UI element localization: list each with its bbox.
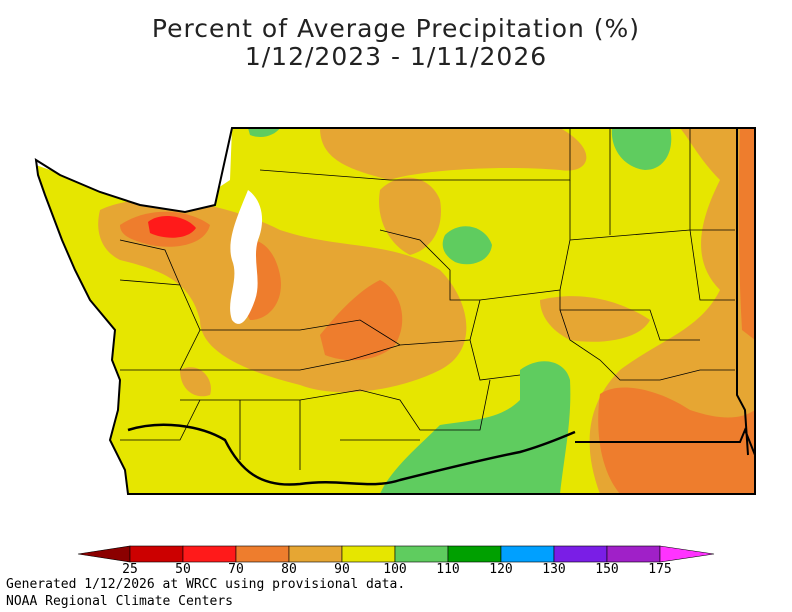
green-region-south-central xyxy=(380,361,571,494)
orange-region-southeast xyxy=(598,387,755,494)
green-region-ferry xyxy=(442,226,492,265)
legend-swatch-130-150 xyxy=(553,545,608,563)
state-outline xyxy=(34,127,756,495)
legend-tick: 90 xyxy=(334,562,350,577)
puget-sound xyxy=(230,190,263,324)
legend-tick: 175 xyxy=(648,562,672,577)
legend-tick: 120 xyxy=(489,562,513,577)
date-range-subtitle: 1/12/2023 - 1/11/2026 xyxy=(244,42,548,71)
legend-tick: 100 xyxy=(383,562,407,577)
legend-tick: 130 xyxy=(542,562,566,577)
green-region-pend-oreille xyxy=(611,128,672,170)
columbia-river xyxy=(127,423,576,486)
legend-swatch-120-130 xyxy=(500,545,555,563)
map-title: Percent of Average Precipitation (%) xyxy=(151,14,641,43)
legend-tick: 80 xyxy=(281,562,297,577)
legend-swatch-80-90 xyxy=(288,545,343,563)
legend-tick: 50 xyxy=(175,562,191,577)
orange-region-cascades xyxy=(320,280,403,361)
tan-region-okanogan xyxy=(379,177,441,255)
source-credit: NOAA Regional Climate Centers xyxy=(6,594,233,609)
legend-swatch-lt25 xyxy=(77,545,131,563)
legend-swatch-50-70 xyxy=(182,545,237,563)
legend-swatch-25-50 xyxy=(129,545,184,563)
legend-swatch-110-120 xyxy=(447,545,502,563)
red-region-olympics xyxy=(148,216,196,238)
oregon-border xyxy=(575,427,756,456)
legend-swatch-100-110 xyxy=(394,545,449,563)
idaho-border xyxy=(736,128,749,456)
tan-region-southwest xyxy=(180,367,211,397)
green-region-north xyxy=(248,128,280,138)
legend-swatch-90-100 xyxy=(341,545,396,563)
tan-region-columbia-basin xyxy=(540,296,650,342)
legend-tick: 110 xyxy=(436,562,460,577)
legend-tick: 70 xyxy=(228,562,244,577)
legend-colorbar xyxy=(77,545,715,563)
legend-swatch-70-80 xyxy=(235,545,290,563)
legend-tick: 150 xyxy=(595,562,619,577)
orange-region-east-edge xyxy=(738,128,755,340)
legend-swatch-gt175 xyxy=(659,545,715,563)
legend-swatch-150-175 xyxy=(606,545,661,563)
generated-note: Generated 1/12/2026 at WRCC using provis… xyxy=(6,577,406,592)
legend-tick: 25 xyxy=(122,562,138,577)
tan-region-north xyxy=(320,128,587,180)
county-lines xyxy=(119,128,735,470)
